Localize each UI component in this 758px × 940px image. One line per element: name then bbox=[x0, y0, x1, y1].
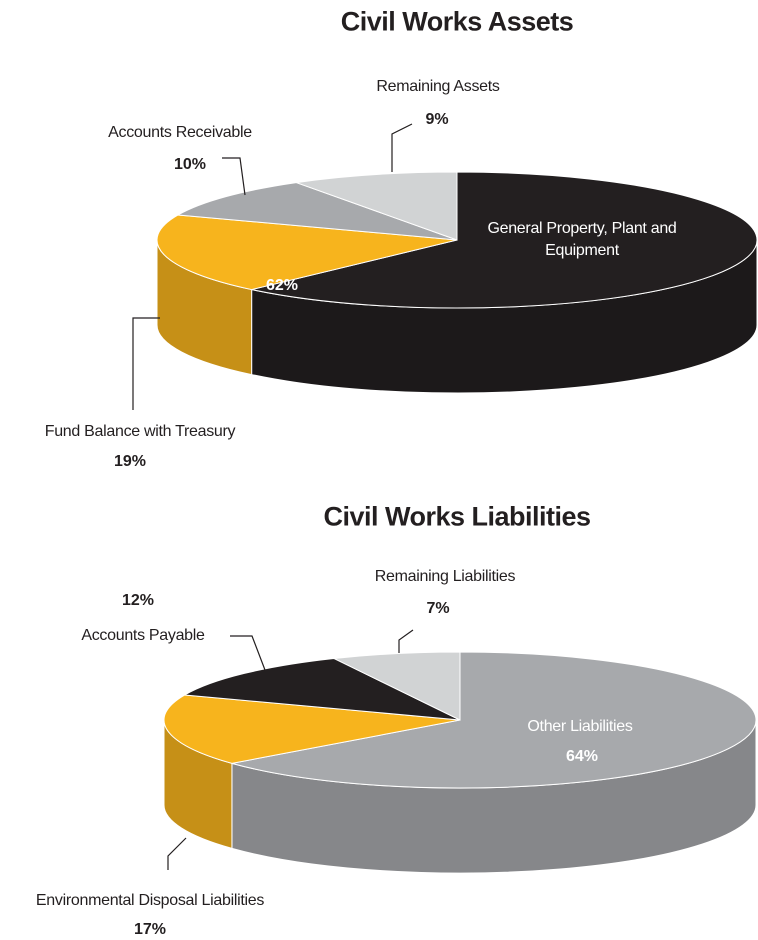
slice-label: Accounts Payable bbox=[81, 627, 205, 644]
slice bbox=[231, 651, 757, 789]
leader-line bbox=[167, 837, 187, 870]
chart-title: Civil Works Assets bbox=[340, 6, 574, 37]
leader-line bbox=[398, 629, 414, 653]
slice-label: General Property, Plant and Equipment bbox=[487, 220, 677, 259]
value-label: 12% bbox=[121, 592, 155, 609]
slice-label: Accounts Receivable bbox=[108, 124, 252, 141]
leader-line bbox=[222, 157, 246, 196]
value-label: 10% bbox=[173, 156, 207, 173]
leader-line bbox=[132, 317, 160, 410]
slice bbox=[251, 171, 758, 309]
slice-label: Remaining Liabilities bbox=[374, 568, 516, 585]
value-label: 7% bbox=[426, 600, 450, 617]
value-label: 62% bbox=[265, 277, 299, 294]
chart-title: Civil Works Liabilities bbox=[323, 501, 591, 532]
slice bbox=[176, 182, 458, 241]
slice-label: Remaining Assets bbox=[376, 78, 500, 95]
slice bbox=[183, 657, 461, 721]
slice bbox=[163, 694, 461, 764]
leader-line bbox=[391, 123, 413, 172]
slice-label: Fund Balance with Treasury bbox=[44, 423, 236, 440]
value-label: 19% bbox=[113, 453, 147, 470]
value-label: 17% bbox=[133, 921, 167, 938]
value-label: 9% bbox=[425, 111, 449, 128]
slice-label: Other Liabilities bbox=[527, 718, 633, 735]
slice bbox=[332, 651, 461, 721]
value-label: 64% bbox=[565, 748, 599, 765]
slice bbox=[296, 171, 458, 241]
leader-line bbox=[230, 635, 266, 671]
slice-label: Environmental Disposal Liabilities bbox=[35, 892, 265, 909]
